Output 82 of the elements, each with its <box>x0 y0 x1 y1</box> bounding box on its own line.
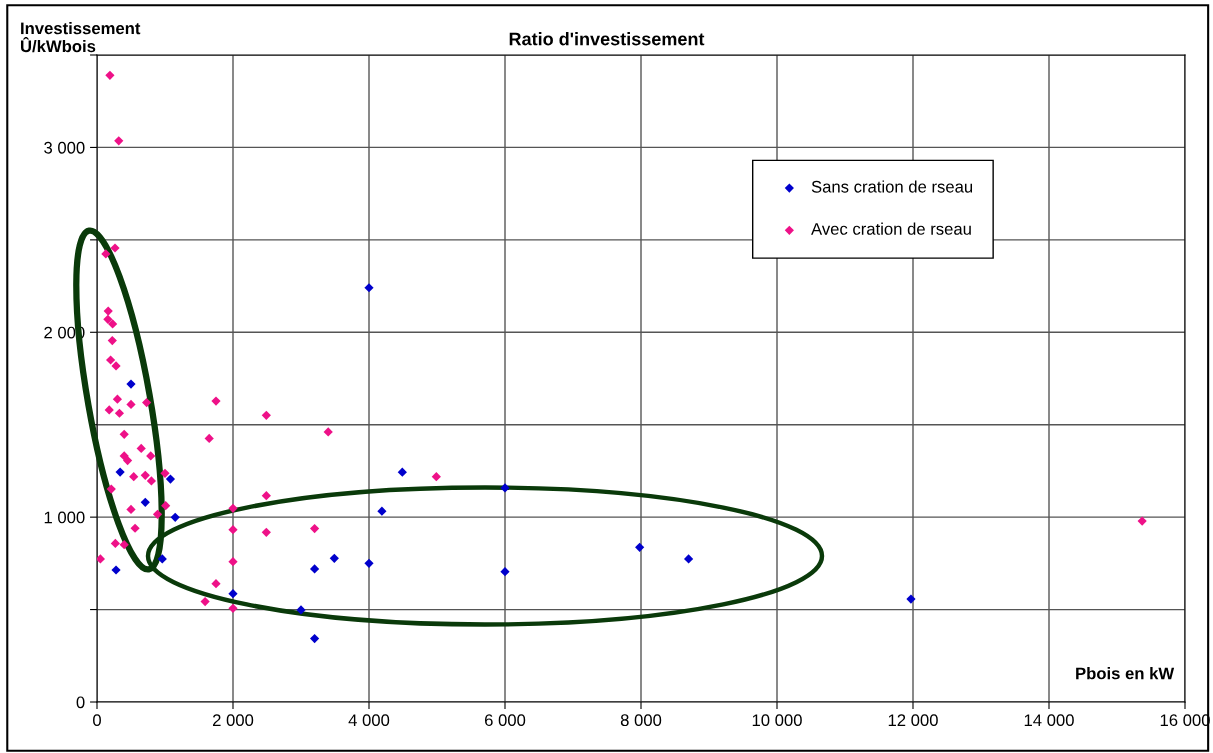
point <box>97 554 106 564</box>
point <box>105 355 116 365</box>
point <box>126 379 136 389</box>
point <box>261 491 271 501</box>
x-tick-label: 0 <box>93 714 101 727</box>
point <box>140 470 150 480</box>
point <box>129 472 139 482</box>
point <box>114 408 125 418</box>
point <box>110 243 120 253</box>
point <box>122 455 133 466</box>
point <box>101 249 111 259</box>
point <box>364 558 374 568</box>
point <box>103 306 113 316</box>
point <box>683 554 694 564</box>
y-axis-title: Investissement Û/kWbois <box>21 22 141 53</box>
point <box>119 429 129 439</box>
point <box>119 540 129 550</box>
point <box>211 396 221 406</box>
point <box>104 405 114 415</box>
point <box>146 451 156 461</box>
point <box>211 579 221 589</box>
point <box>431 472 441 482</box>
point <box>635 542 645 552</box>
point <box>107 336 117 346</box>
point <box>165 474 176 484</box>
point <box>309 633 320 644</box>
point <box>309 564 320 574</box>
point <box>397 467 407 477</box>
legend-label: Avec cration de rseau <box>811 222 971 235</box>
point <box>228 503 238 513</box>
point <box>228 603 238 613</box>
point <box>140 497 150 507</box>
point <box>170 512 180 522</box>
y-tick-label: 0 <box>76 696 85 709</box>
point <box>108 319 118 329</box>
legend-label: Sans cration de rseau <box>811 180 973 193</box>
x-tick-label: 6 000 <box>484 714 526 727</box>
point <box>161 501 171 511</box>
point <box>228 525 238 535</box>
point <box>323 427 333 437</box>
point <box>105 70 115 80</box>
point <box>1137 516 1147 526</box>
point <box>112 394 123 404</box>
x-tick-label: 12 000 <box>888 714 938 727</box>
point <box>130 523 140 533</box>
point <box>142 397 152 408</box>
point <box>200 597 210 607</box>
y-tick-label: 3 000 <box>44 141 85 154</box>
point <box>126 504 136 514</box>
point <box>228 557 238 567</box>
point <box>228 589 238 599</box>
point <box>157 554 167 564</box>
chart-title: Ratio d'investissement <box>509 32 705 46</box>
point <box>364 283 374 293</box>
y-tick-label: 1 000 <box>44 511 85 524</box>
point <box>111 361 121 371</box>
x-tick-label: 2 000 <box>212 714 254 727</box>
point <box>906 594 916 604</box>
point <box>160 468 170 478</box>
point <box>136 443 146 453</box>
point <box>110 538 120 548</box>
point <box>329 553 339 563</box>
point <box>377 506 387 516</box>
point <box>261 410 271 420</box>
point <box>296 605 306 615</box>
point <box>500 567 510 577</box>
x-tick-label: 14 000 <box>1024 714 1074 727</box>
x-tick-label: 10 000 <box>752 714 802 727</box>
point <box>152 509 163 519</box>
point <box>126 399 136 409</box>
point <box>261 527 271 537</box>
point <box>111 565 121 575</box>
point <box>500 483 510 493</box>
point <box>114 136 124 146</box>
x-tick-label: 4 000 <box>348 714 390 727</box>
point <box>115 467 125 477</box>
point <box>204 433 214 443</box>
x-tick-label: 8 000 <box>620 714 662 727</box>
point <box>309 524 320 534</box>
x-axis-title: Pbois en kW <box>1076 667 1175 680</box>
point <box>146 476 157 486</box>
point <box>106 484 116 494</box>
